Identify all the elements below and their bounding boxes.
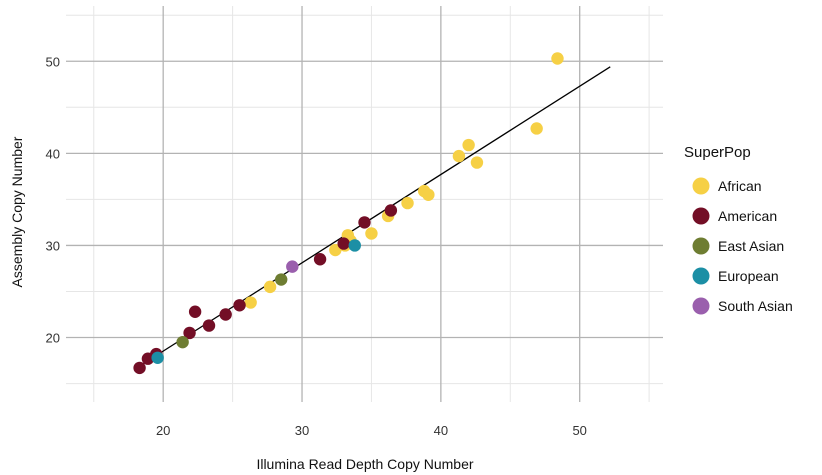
point-american — [313, 253, 327, 266]
point-african — [452, 149, 466, 163]
point-african — [244, 296, 257, 309]
point-african — [551, 52, 564, 65]
x-tick-label: 20 — [156, 423, 170, 438]
y-tick-label: 30 — [46, 238, 60, 253]
y-tick-label: 40 — [46, 146, 60, 161]
data-points — [133, 52, 564, 375]
legend-swatch-african — [692, 177, 710, 195]
minor-gridlines — [66, 6, 663, 402]
point-south-asian — [286, 260, 299, 273]
legend-label-american: American — [718, 208, 777, 224]
legend-swatch-east-asian — [692, 237, 710, 255]
point-african — [470, 156, 484, 169]
point-american — [358, 216, 371, 229]
regression-line-group — [137, 66, 611, 368]
legend-swatch-american — [692, 207, 710, 225]
point-american — [233, 299, 246, 312]
point-east-asian — [274, 273, 288, 286]
point-african — [401, 196, 414, 210]
legend-label-european: European — [718, 268, 779, 284]
point-european — [348, 239, 361, 252]
legend-label-african: African — [718, 178, 762, 194]
legend-swatch-european — [692, 267, 710, 285]
y-axis-title: Assembly Copy Number — [9, 136, 25, 287]
plot-panel — [66, 6, 663, 402]
legend-label-east-asian: East Asian — [718, 238, 784, 254]
y-tick-label: 20 — [46, 331, 60, 346]
point-american — [141, 352, 155, 365]
point-american — [337, 237, 350, 250]
point-american — [133, 361, 146, 375]
legend-label-south-asian: South Asian — [718, 298, 793, 314]
point-american — [384, 204, 398, 217]
x-axis-ticks: 20 30 40 50 — [156, 423, 587, 438]
point-african — [263, 280, 277, 294]
y-tick-label: 50 — [46, 54, 60, 69]
legend-swatch-south-asian — [692, 297, 710, 315]
point-african — [462, 138, 475, 152]
x-tick-label: 50 — [572, 423, 586, 438]
major-gridlines — [66, 6, 663, 402]
point-east-asian — [176, 335, 189, 349]
point-american — [188, 305, 202, 318]
point-african — [422, 188, 435, 201]
x-tick-label: 30 — [295, 423, 309, 438]
legend: SuperPop African American East Asian Europe… — [684, 144, 793, 315]
fit-line — [137, 66, 611, 368]
point-american — [219, 308, 232, 321]
x-tick-label: 40 — [434, 423, 448, 438]
point-african — [329, 243, 342, 257]
point-american — [183, 326, 196, 340]
point-european — [151, 351, 164, 364]
point-american — [202, 319, 216, 332]
point-african — [530, 122, 543, 135]
y-axis-ticks: 20 30 40 50 — [46, 54, 60, 345]
point-african — [365, 227, 378, 240]
legend-title: SuperPop — [684, 144, 751, 161]
x-axis-title: Illumina Read Depth Copy Number — [256, 456, 473, 472]
